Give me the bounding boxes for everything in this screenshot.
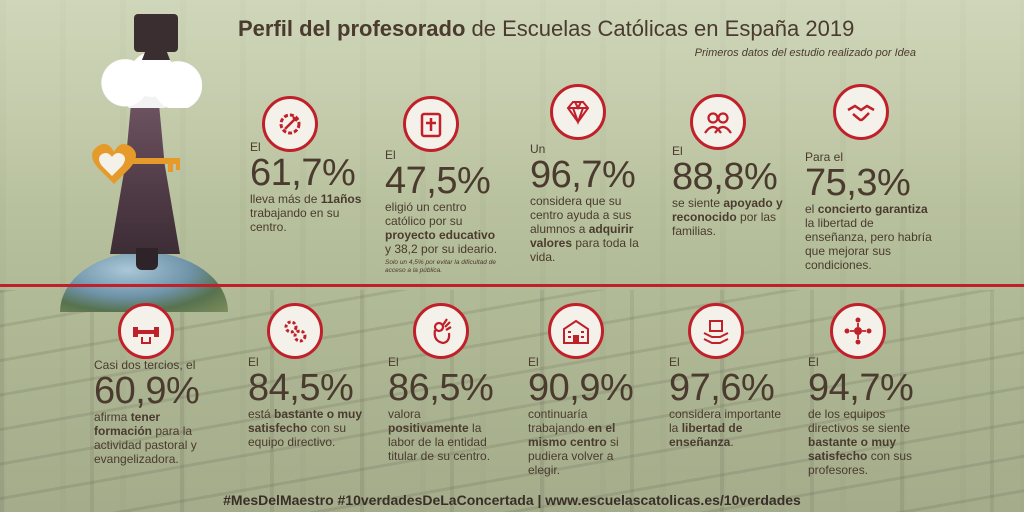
stat-intro: El [669, 355, 680, 369]
stat-description: valora positivamente la labor de la enti… [388, 407, 491, 463]
stat-percentage: 61,7% [250, 152, 356, 194]
stat-percentage: 84,5% [248, 367, 354, 409]
people-icon [690, 94, 746, 150]
stat-intro: El [388, 355, 399, 369]
stat-description: eligió un centro católico por su proyect… [385, 200, 498, 256]
network-people-icon [830, 303, 886, 359]
stat-block: Casi dos tercios, el 60,9% afirma tener fo… [94, 358, 218, 466]
camera-icon [134, 14, 178, 52]
title-bold: Perfil del profesorado [238, 16, 466, 41]
stat-description: de los equipos directivos se siente bast… [808, 407, 913, 477]
stat-percentage: 75,3% [805, 162, 911, 204]
stat-description: lleva más de 11años trabajando en su cen… [250, 192, 362, 234]
stat-percentage: 86,5% [388, 367, 494, 409]
stat-description: considera que su centro ayuda a sus alum… [530, 194, 639, 264]
stat-description: afirma tener formación para la actividad… [94, 410, 197, 466]
stat-intro: El [248, 355, 259, 369]
hands-box-icon [688, 303, 744, 359]
stat-percentage: 96,7% [530, 154, 636, 196]
handshake-icon [833, 84, 889, 140]
stat-percentage: 94,7% [808, 367, 914, 409]
gears-wrench-icon [262, 96, 318, 152]
illustration-teacher [52, 8, 232, 312]
footer-hashtags: #MesDelMaestro #10verdadesDeLaConcertada… [223, 492, 801, 508]
stat-percentage: 60,9% [94, 370, 200, 412]
stat-block: El 97,6% considera importante la libertad … [669, 355, 785, 449]
stat-block: El 86,5% valora positivamente la labor de … [388, 355, 504, 463]
stat-description: se siente apoyado y reconocido por las f… [672, 196, 783, 238]
cross-book-icon [403, 96, 459, 152]
stat-intro: El [672, 144, 683, 158]
school-building-icon [548, 303, 604, 359]
ok-hand-icon [413, 303, 469, 359]
dumbbell-icon [118, 303, 174, 359]
stat-block: El 61,7% lleva más de 11años trabajando en… [250, 140, 368, 234]
stat-intro: Para el [805, 150, 844, 164]
stat-description: el concierto garantiza la libertad de en… [805, 202, 932, 272]
stat-percentage: 97,6% [669, 367, 775, 409]
page-subtitle: Primeros datos del estudio realizado por… [694, 47, 916, 59]
stat-intro: Casi dos tercios, el [94, 358, 196, 372]
stat-footnote: Solo un 4,5% por evitar la dificultad de… [385, 259, 496, 274]
diamond-icon [550, 84, 606, 140]
stat-intro: El [808, 355, 819, 369]
stat-intro: El [250, 140, 261, 154]
gears-icon [267, 303, 323, 359]
section-divider [0, 284, 1024, 287]
cloud-head [92, 52, 202, 108]
stat-intro: Un [530, 142, 546, 156]
stat-percentage: 47,5% [385, 160, 491, 202]
teacher-feet [136, 248, 158, 270]
page-title: Perfil del profesorado de Escuelas Catól… [238, 16, 918, 42]
stat-block: El 90,9% continuaría trabajando en el mism… [528, 355, 644, 477]
stat-block: El 94,7% de los equipos directivos se sien… [808, 355, 924, 477]
stat-block: El 47,5% eligió un centro católico por su … [385, 148, 503, 275]
stat-description: está bastante o muy satisfecho con su eq… [248, 407, 363, 449]
title-rest: de Escuelas Católicas en España 2019 [465, 16, 855, 41]
stat-block: Un 96,7% considera que su centro ayuda a s… [530, 142, 648, 264]
stat-percentage: 88,8% [672, 156, 778, 198]
stat-intro: El [385, 148, 396, 162]
stat-block: Para el 75,3% el concierto garantiza la li… [805, 150, 933, 272]
stat-block: El 88,8% se siente apoyado y reconocido po… [672, 144, 790, 238]
stat-description: continuaría trabajando en el mismo centr… [528, 407, 619, 477]
stat-block: El 84,5% está bastante o muy satisfecho co… [248, 355, 364, 449]
stat-percentage: 90,9% [528, 367, 634, 409]
stat-intro: El [528, 355, 539, 369]
stat-description: considera importante la libertad de ense… [669, 407, 782, 449]
key-icon [92, 144, 180, 184]
